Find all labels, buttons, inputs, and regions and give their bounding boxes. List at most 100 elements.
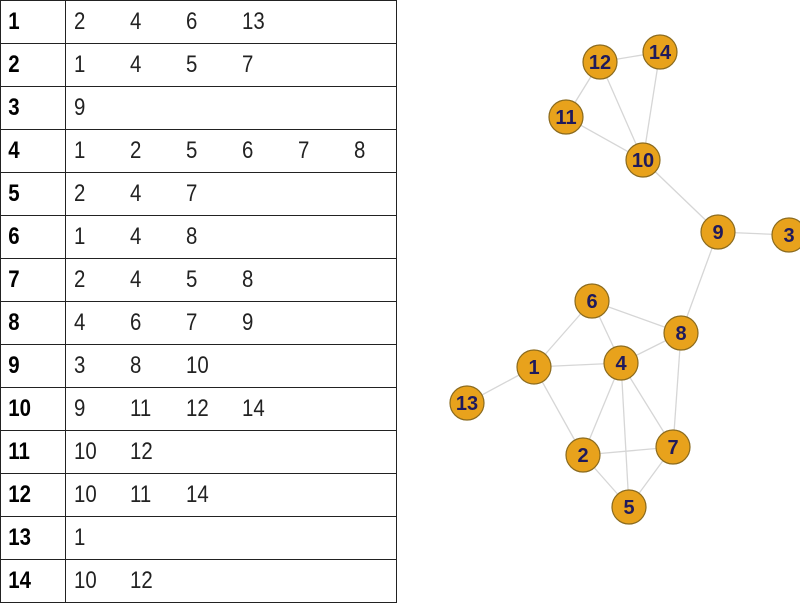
table-row: 1 2 4 6 13 [0, 0, 397, 44]
neighbor-value: 2 [74, 180, 86, 207]
neighbor-value: 4 [130, 266, 142, 293]
neighbor-value: 6 [130, 309, 142, 336]
table-row: 12 10 11 14 [0, 473, 397, 517]
node-label: 11 [555, 107, 576, 129]
neighbor-list: 3 8 10 [65, 344, 397, 388]
neighbor-value: 10 [74, 567, 97, 594]
neighbor-value: 4 [130, 223, 142, 250]
neighbor-list: 9 11 12 14 [65, 387, 397, 431]
graph-node-2: 2 [565, 437, 601, 473]
neighbor-value: 6 [186, 8, 198, 35]
node-label: 10 [632, 150, 654, 172]
neighbor-list: 2 4 7 [65, 172, 397, 216]
neighbor-value: 10 [186, 352, 209, 379]
graph-node-12: 12 [582, 44, 618, 80]
neighbor-value: 4 [130, 51, 142, 78]
graph-node-8: 8 [663, 315, 699, 351]
neighbor-value: 2 [74, 266, 86, 293]
graph-node-11: 11 [548, 99, 584, 135]
neighbor-list: 10 12 [65, 430, 397, 474]
graph-node-6: 6 [574, 283, 610, 319]
row-node-label: 13 [0, 516, 57, 560]
adjacency-table-body: 1 2 4 6 13 2 1 4 5 7 3 9 4 1 2 5 6 7 8 5 2 4 7 6 1 4 8 7 2 4 5 8 8 4 6 7 9 9 3… [0, 0, 397, 603]
neighbor-value: 1 [74, 137, 86, 164]
node-circle [548, 99, 584, 135]
node-circle [516, 349, 552, 385]
node-circle [565, 437, 601, 473]
graph-node-14: 14 [642, 34, 678, 70]
neighbor-value: 4 [74, 309, 86, 336]
node-circle [582, 44, 618, 80]
row-node-label: 11 [0, 430, 57, 474]
node-circle [603, 345, 639, 381]
neighbor-value: 5 [186, 137, 198, 164]
node-circle [655, 429, 691, 465]
edge-7-8 [672, 332, 682, 448]
edge-4-5 [620, 362, 630, 508]
row-node-label: 2 [0, 43, 57, 87]
node-label: 6 [586, 291, 597, 313]
neighbor-value: 7 [298, 137, 310, 164]
node-circle [700, 214, 736, 250]
row-node-label: 9 [0, 344, 57, 388]
graph-node-3: 3 [771, 217, 800, 253]
neighbor-list: 10 12 [65, 559, 397, 603]
neighbor-value: 7 [186, 309, 198, 336]
neighbor-value: 9 [242, 309, 254, 336]
node-circle [642, 34, 678, 70]
node-circle [771, 217, 800, 253]
node-label: 13 [456, 393, 478, 415]
table-row: 10 9 11 12 14 [0, 387, 397, 431]
neighbor-value: 14 [186, 481, 209, 508]
neighbor-value: 11 [130, 395, 152, 422]
row-node-label: 3 [0, 86, 57, 130]
neighbor-list: 4 6 7 9 [65, 301, 397, 345]
row-node-label: 7 [0, 258, 57, 302]
neighbor-value: 9 [74, 94, 86, 121]
graph-node-1: 1 [516, 349, 552, 385]
row-node-label: 1 [0, 0, 57, 44]
neighbor-value: 8 [186, 223, 198, 250]
node-label: 1 [528, 357, 539, 379]
graph-node-4: 4 [603, 345, 639, 381]
neighbor-list: 9 [65, 86, 397, 130]
neighbor-list: 2 4 5 8 [65, 258, 397, 302]
neighbor-value: 12 [130, 567, 153, 594]
edge-10-12 [599, 61, 644, 161]
neighbor-value: 7 [242, 51, 254, 78]
node-label: 4 [615, 353, 627, 375]
neighbor-list: 1 [65, 516, 397, 560]
graph-node-10: 10 [625, 142, 661, 178]
neighbor-value: 2 [74, 8, 86, 35]
neighbor-value: 3 [74, 352, 86, 379]
node-circle [663, 315, 699, 351]
neighbor-value: 10 [74, 438, 97, 465]
row-node-label: 5 [0, 172, 57, 216]
edge-10-14 [642, 51, 661, 161]
neighbor-value: 2 [130, 137, 142, 164]
row-node-label: 12 [0, 473, 57, 517]
node-label: 9 [712, 222, 723, 244]
row-node-label: 14 [0, 559, 57, 603]
table-row: 13 1 [0, 516, 397, 560]
neighbor-value: 4 [130, 180, 142, 207]
graph-node-13: 13 [449, 385, 485, 421]
neighbor-value: 7 [186, 180, 198, 207]
row-node-label: 6 [0, 215, 57, 259]
neighbor-value: 11 [130, 481, 152, 508]
table-row: 9 3 8 10 [0, 344, 397, 388]
graph-node-7: 7 [655, 429, 691, 465]
neighbor-value: 6 [242, 137, 254, 164]
neighbor-list: 2 4 6 13 [65, 0, 397, 44]
neighbor-value: 13 [242, 8, 265, 35]
node-circle [449, 385, 485, 421]
neighbor-list: 1 4 8 [65, 215, 397, 259]
